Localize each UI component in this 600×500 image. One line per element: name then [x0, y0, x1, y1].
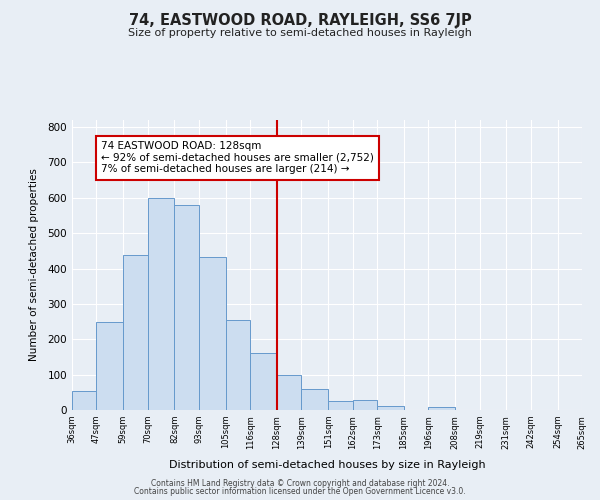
Bar: [199, 257, 226, 410]
X-axis label: Distribution of semi-detached houses by size in Rayleigh: Distribution of semi-detached houses by …: [169, 460, 485, 470]
Text: Contains HM Land Registry data © Crown copyright and database right 2024.: Contains HM Land Registry data © Crown c…: [151, 478, 449, 488]
Y-axis label: Number of semi-detached properties: Number of semi-detached properties: [29, 168, 39, 362]
Bar: [72, 390, 97, 410]
Bar: [148, 198, 175, 410]
Bar: [226, 320, 250, 410]
Bar: [123, 255, 148, 410]
Bar: [301, 389, 328, 410]
Bar: [175, 205, 199, 410]
Bar: [428, 407, 455, 410]
Bar: [328, 401, 353, 410]
Text: Contains public sector information licensed under the Open Government Licence v3: Contains public sector information licen…: [134, 487, 466, 496]
Bar: [250, 354, 277, 410]
Bar: [277, 376, 301, 410]
Bar: [97, 322, 123, 410]
Text: 74, EASTWOOD ROAD, RAYLEIGH, SS6 7JP: 74, EASTWOOD ROAD, RAYLEIGH, SS6 7JP: [128, 12, 472, 28]
Text: 74 EASTWOOD ROAD: 128sqm
← 92% of semi-detached houses are smaller (2,752)
7% of: 74 EASTWOOD ROAD: 128sqm ← 92% of semi-d…: [101, 141, 374, 174]
Bar: [377, 406, 404, 410]
Bar: [353, 400, 377, 410]
Text: Size of property relative to semi-detached houses in Rayleigh: Size of property relative to semi-detach…: [128, 28, 472, 38]
